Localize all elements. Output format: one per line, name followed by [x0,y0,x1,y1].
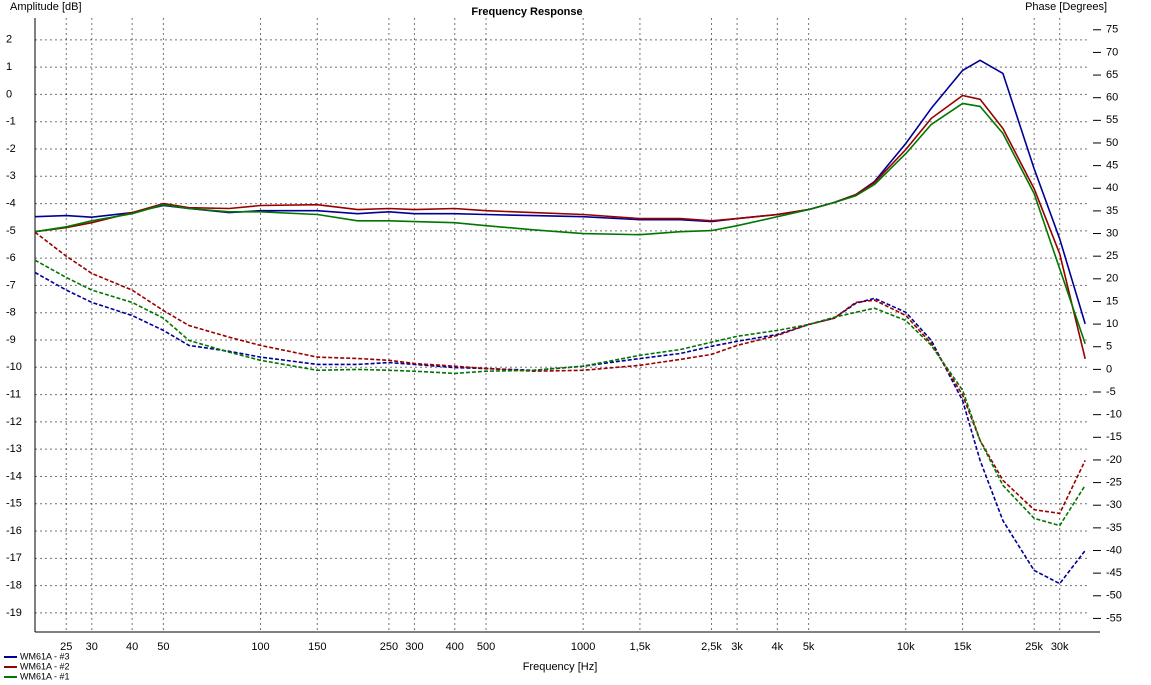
y2-tick-label: 50 [1106,137,1118,149]
y2-tick-label: 35 [1106,205,1118,217]
y-tick-label: -8 [6,307,16,319]
legend-label: WM61A - #2 [20,661,70,671]
y2-tick-label: 10 [1106,318,1118,330]
series-line [34,102,1086,345]
y-tick-label: -14 [6,470,22,482]
y-tick-label: -17 [6,552,22,564]
legend-label: WM61A - #1 [20,671,70,681]
y-tick-label: -5 [6,225,16,237]
y-tick-label: -4 [6,197,16,209]
series-line [34,271,1086,585]
series-line [34,59,1086,325]
y2-tick-label: 55 [1106,114,1118,126]
x-tick-label: 400 [446,641,464,653]
x-tick-label: 25 [60,641,72,653]
y-tick-label: -6 [6,252,16,264]
x-tick-label: 3k [731,641,743,653]
y2-tick-label: 15 [1106,295,1118,307]
y2-tick-label: -45 [1106,567,1122,579]
x-tick-label: 5k [803,641,815,653]
y2-tick-label: 70 [1106,46,1118,58]
x-tick-label: 500 [477,641,495,653]
y-tick-label: -7 [6,279,16,291]
y2-tick-label: -55 [1106,612,1122,624]
y2-tick-label: -35 [1106,522,1122,534]
y2-tick-label: 20 [1106,273,1118,285]
y-tick-label: -11 [6,388,21,400]
y-tick-label: -18 [6,580,22,592]
x-tick-label: 15k [954,641,972,653]
y2-tick-label: 30 [1106,227,1118,239]
y2-tick-label: -15 [1106,431,1122,443]
x-tick-label: 30 [86,641,98,653]
x-tick-label: 100 [251,641,269,653]
x-tick-label: 40 [126,641,138,653]
y-axis-label: Amplitude [dB] [10,1,82,13]
x-tick-label: 300 [405,641,423,653]
y-tick-label: -15 [6,498,22,510]
series-line [34,231,1086,515]
y2-tick-label: -25 [1106,476,1122,488]
series-line [34,259,1086,527]
series-line [34,94,1086,359]
x-tick-label: 4k [772,641,784,653]
y2-tick-label: -20 [1106,454,1122,466]
y-tick-label: -9 [6,334,16,346]
y-tick-label: -2 [6,143,16,155]
x-tick-label: 1000 [571,641,595,653]
x-tick-label: 50 [157,641,169,653]
y2-tick-label: -40 [1106,544,1122,556]
y-tick-label: -10 [6,361,22,373]
y2-tick-label: 25 [1106,250,1118,262]
x-tick-label: 150 [308,641,326,653]
y-tick-label: -13 [6,443,22,455]
y-tick-label: -19 [6,607,22,619]
y-tick-label: 0 [6,88,12,100]
x-tick-label: 25k [1025,641,1043,653]
y-tick-label: 1 [6,61,12,73]
y2-tick-label: 40 [1106,182,1118,194]
y2-tick-label: -10 [1106,409,1122,421]
legend-label: WM61A - #3 [20,651,70,661]
y-tick-label: -12 [6,416,22,428]
x-tick-label: 250 [380,641,398,653]
x-tick-label: 30k [1051,641,1069,653]
y-tick-label: -1 [6,116,16,128]
y2-tick-label: 45 [1106,160,1118,172]
x-tick-label: 10k [897,641,915,653]
chart-title: Frequency Response [471,6,582,18]
y2-tick-label: 0 [1106,363,1112,375]
y-tick-label: -3 [6,170,16,182]
x-tick-label: 2,5k [701,641,722,653]
y2-tick-label: -5 [1106,386,1116,398]
x-tick-label: 1,5k [630,641,651,653]
y2-tick-label: 65 [1106,69,1118,81]
x-axis-label: Frequency [Hz] [523,661,598,673]
y-tick-label: 2 [6,34,12,46]
y2-tick-label: 5 [1106,341,1112,353]
y2-axis-label: Phase [Degrees] [1025,1,1107,13]
y2-tick-label: -50 [1106,590,1122,602]
y-tick-label: -16 [6,525,22,537]
y2-tick-label: -30 [1106,499,1122,511]
y2-tick-label: 75 [1106,24,1118,36]
y2-tick-label: 60 [1106,92,1118,104]
